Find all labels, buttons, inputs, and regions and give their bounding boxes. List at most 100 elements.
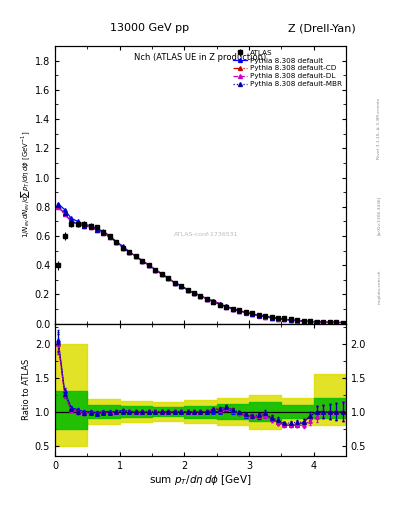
Pythia 8.308 default-CD [146, 262, 151, 268]
Pythia 8.308 default-MBR [295, 317, 300, 324]
Pythia 8.308 default-MBR [198, 293, 203, 299]
Pythia 8.308 default-MBR [159, 271, 164, 277]
Pythia 8.308 default [230, 306, 235, 312]
Pythia 8.308 default [82, 221, 86, 227]
Pythia 8.308 default-CD [314, 319, 319, 325]
Pythia 8.308 default-DL [95, 227, 99, 233]
Pythia 8.308 default-DL [282, 316, 287, 323]
Pythia 8.308 default-CD [95, 227, 99, 233]
Pythia 8.308 default-MBR [121, 245, 125, 251]
Pythia 8.308 default-MBR [237, 308, 242, 314]
Pythia 8.308 default [340, 319, 345, 326]
Pythia 8.308 default-CD [263, 313, 267, 319]
Pythia 8.308 default-CD [185, 287, 190, 293]
Text: Nch (ATLAS UE in Z production): Nch (ATLAS UE in Z production) [134, 53, 266, 62]
Pythia 8.308 default [308, 318, 313, 325]
Pythia 8.308 default [198, 293, 203, 299]
Pythia 8.308 default [153, 266, 158, 272]
Pythia 8.308 default-MBR [153, 266, 158, 272]
Pythia 8.308 default-MBR [192, 290, 196, 296]
Line: Pythia 8.308 default: Pythia 8.308 default [56, 202, 345, 325]
Pythia 8.308 default-DL [108, 234, 112, 241]
Pythia 8.308 default [224, 304, 229, 310]
Pythia 8.308 default-MBR [108, 234, 112, 241]
Pythia 8.308 default [321, 319, 325, 325]
Pythia 8.308 default-DL [134, 253, 138, 260]
Pythia 8.308 default-CD [127, 249, 132, 255]
Text: ATLAS-conf-1736531: ATLAS-conf-1736531 [174, 232, 239, 237]
Pythia 8.308 default-MBR [308, 318, 313, 325]
Pythia 8.308 default-CD [275, 315, 280, 322]
Pythia 8.308 default-MBR [140, 258, 145, 264]
Y-axis label: $1/N_{ev}\,dN_{ev}/d\!\sum p_T/d\eta\,d\phi\;[\mathrm{GeV}^{-1}]$: $1/N_{ev}\,dN_{ev}/d\!\sum p_T/d\eta\,d\… [19, 131, 32, 239]
Pythia 8.308 default-CD [179, 283, 184, 289]
Pythia 8.308 default-MBR [204, 295, 209, 302]
Pythia 8.308 default-DL [263, 314, 267, 320]
Pythia 8.308 default-CD [269, 314, 274, 321]
Pythia 8.308 default [179, 283, 184, 289]
Pythia 8.308 default-CD [243, 309, 248, 315]
Pythia 8.308 default-MBR [256, 312, 261, 318]
Pythia 8.308 default-MBR [275, 315, 280, 322]
Pythia 8.308 default-MBR [224, 303, 229, 309]
Pythia 8.308 default-CD [321, 319, 325, 325]
Text: Z (Drell-Yan): Z (Drell-Yan) [288, 23, 356, 33]
Pythia 8.308 default [327, 319, 332, 325]
Pythia 8.308 default [88, 223, 93, 229]
Pythia 8.308 default-CD [230, 306, 235, 312]
Pythia 8.308 default-CD [237, 308, 242, 314]
Pythia 8.308 default-CD [308, 318, 313, 325]
Pythia 8.308 default [172, 280, 177, 286]
Pythia 8.308 default [295, 317, 300, 324]
Pythia 8.308 default [314, 319, 319, 325]
Pythia 8.308 default-DL [56, 204, 61, 210]
Pythia 8.308 default-CD [211, 298, 216, 304]
Pythia 8.308 default [75, 218, 80, 224]
Pythia 8.308 default-DL [62, 211, 67, 217]
Pythia 8.308 default-MBR [282, 316, 287, 323]
Pythia 8.308 default-CD [334, 319, 338, 326]
Pythia 8.308 default-MBR [211, 298, 216, 304]
Pythia 8.308 default [127, 249, 132, 255]
Pythia 8.308 default-DL [146, 262, 151, 268]
Pythia 8.308 default-DL [224, 304, 229, 310]
Y-axis label: Ratio to ATLAS: Ratio to ATLAS [22, 359, 31, 420]
Pythia 8.308 default-MBR [243, 309, 248, 315]
Pythia 8.308 default-MBR [114, 239, 119, 245]
Pythia 8.308 default [95, 226, 99, 232]
Pythia 8.308 default-MBR [82, 223, 86, 229]
Pythia 8.308 default [108, 233, 112, 239]
Pythia 8.308 default-MBR [179, 283, 184, 289]
Pythia 8.308 default [62, 206, 67, 212]
Pythia 8.308 default-DL [172, 280, 177, 286]
Pythia 8.308 default [263, 313, 267, 319]
Pythia 8.308 default-MBR [69, 217, 73, 223]
Pythia 8.308 default-DL [179, 283, 184, 289]
Pythia 8.308 default-CD [250, 311, 255, 317]
Pythia 8.308 default [243, 310, 248, 316]
Pythia 8.308 default-DL [288, 317, 293, 323]
Pythia 8.308 default [146, 262, 151, 268]
Pythia 8.308 default-DL [159, 271, 164, 277]
Pythia 8.308 default-MBR [127, 249, 132, 255]
Pythia 8.308 default-DL [334, 319, 338, 326]
Pythia 8.308 default [134, 253, 138, 260]
Pythia 8.308 default-MBR [301, 318, 306, 324]
Pythia 8.308 default [269, 315, 274, 321]
Pythia 8.308 default-CD [282, 316, 287, 323]
Pythia 8.308 default-MBR [314, 319, 319, 325]
Pythia 8.308 default [217, 302, 222, 308]
Pythia 8.308 default [192, 290, 196, 296]
Pythia 8.308 default-MBR [62, 209, 67, 216]
Pythia 8.308 default-DL [308, 318, 313, 325]
Pythia 8.308 default-DL [127, 249, 132, 255]
Pythia 8.308 default [288, 317, 293, 323]
Pythia 8.308 default-MBR [217, 301, 222, 307]
Pythia 8.308 default-DL [340, 319, 345, 326]
Pythia 8.308 default-MBR [75, 221, 80, 227]
Pythia 8.308 default-CD [301, 318, 306, 324]
Pythia 8.308 default-CD [288, 317, 293, 323]
Pythia 8.308 default-DL [237, 308, 242, 314]
Pythia 8.308 default [204, 295, 209, 302]
Pythia 8.308 default-CD [88, 224, 93, 230]
